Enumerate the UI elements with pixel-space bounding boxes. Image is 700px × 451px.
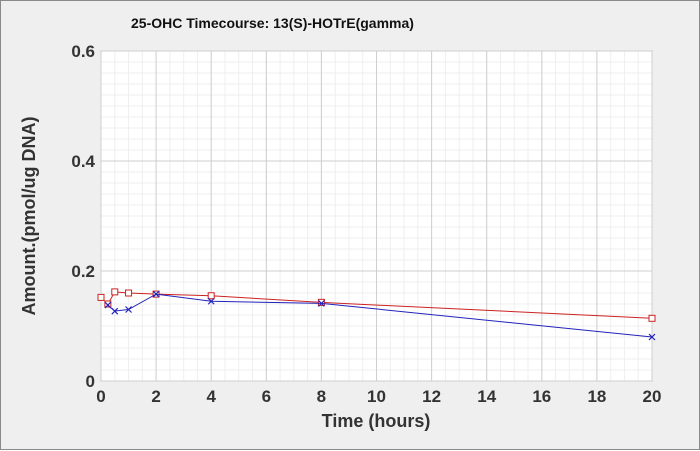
x-tick-label: 6 [262, 387, 271, 406]
y-tick-labels: 0 0.2 0.4 0.6 [71, 42, 95, 391]
y-axis-title: Amount.(pmol/ug DNA) [19, 117, 39, 316]
x-tick-label: 0 [96, 387, 105, 406]
series-2-point [125, 306, 132, 313]
y-tick-label: 0.6 [71, 42, 95, 61]
x-tick-label: 18 [587, 387, 606, 406]
y-tick-label: 0 [86, 372, 95, 391]
x-tick-label: 16 [532, 387, 551, 406]
series-2-point [104, 301, 112, 309]
series-1-point [111, 288, 119, 296]
series-2-point [152, 290, 160, 298]
series-2-point [111, 307, 119, 315]
major-grid [100, 50, 653, 382]
series-2-point [317, 300, 325, 307]
series-1-point [97, 293, 105, 301]
series-1-point [207, 292, 215, 300]
x-tick-label: 8 [317, 387, 326, 406]
x-tick-label: 4 [206, 387, 216, 406]
x-tick-label: 2 [151, 387, 160, 406]
chart-title: 25-OHC Timecourse: 13(S)-HOTrE(gamma) [131, 15, 414, 31]
series-2-point [207, 297, 215, 305]
x-tick-label: 12 [422, 387, 441, 406]
series-layer [97, 288, 656, 341]
x-tick-label: 14 [477, 387, 496, 406]
x-tick-label: 10 [367, 387, 386, 406]
series-1-point [317, 298, 325, 306]
series-1-point [125, 289, 133, 297]
series-2-point [648, 333, 656, 341]
x-tick-labels: 0 2 4 6 8 10 12 14 16 18 20 [96, 387, 661, 406]
series-1-point [104, 300, 112, 308]
x-tick-label: 20 [643, 387, 662, 406]
y-tick-label: 0.2 [71, 262, 95, 281]
series-1-point [648, 314, 656, 322]
x-axis-title: Time (hours) [322, 411, 431, 431]
y-tick-label: 0.4 [71, 152, 95, 171]
